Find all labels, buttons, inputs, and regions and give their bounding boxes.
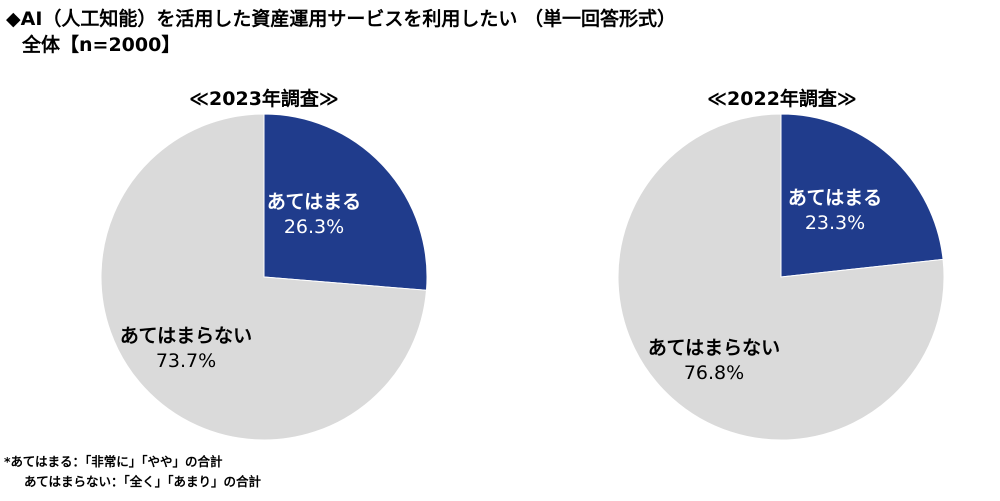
pie-2023-slice-no-label: あてはまらない 73.7% [101, 324, 271, 374]
pie-2023 [100, 113, 428, 441]
pie-2023-slice-yes-value: 26.3% [283, 216, 345, 238]
pie-2022-slice-no [617, 113, 945, 441]
footnotes: *あてはまる：「非常に」「やや」の合計 あてはまらない：「全く」「あまり」の合計 [4, 452, 261, 492]
pie-2022-slice-yes [780, 113, 944, 278]
pie-2023-slice-no-value: 73.7% [155, 350, 217, 372]
pie-2022-title: ≪2022年調査≫ [707, 88, 857, 110]
chart-title: ◆AI（人工知能）を活用した資産運用サービスを利用したい （単一回答形式） [6, 8, 677, 30]
pie-2022-slice-yes-value: 23.3% [804, 212, 866, 234]
pie-2022-slice-no-label: あてはまらない 76.8% [629, 336, 799, 386]
pie-2022 [617, 113, 945, 441]
sample-size-label: 全体【n=2000】 [22, 34, 181, 56]
pie-2023-slice-yes-label: あてはまる 26.3% [229, 190, 399, 240]
footnote-2: あてはまらない：「全く」「あまり」の合計 [24, 474, 262, 489]
pie-2023-slice-no [100, 113, 428, 441]
footnote-1: *あてはまる：「非常に」「やや」の合計 [4, 454, 223, 469]
pie-2023-title: ≪2023年調査≫ [189, 88, 339, 110]
pie-2023-slice-yes [263, 113, 428, 291]
pie-2022-slice-yes-label: あてはまる 23.3% [750, 186, 920, 236]
pie-2022-slice-no-value: 76.8% [683, 362, 745, 384]
